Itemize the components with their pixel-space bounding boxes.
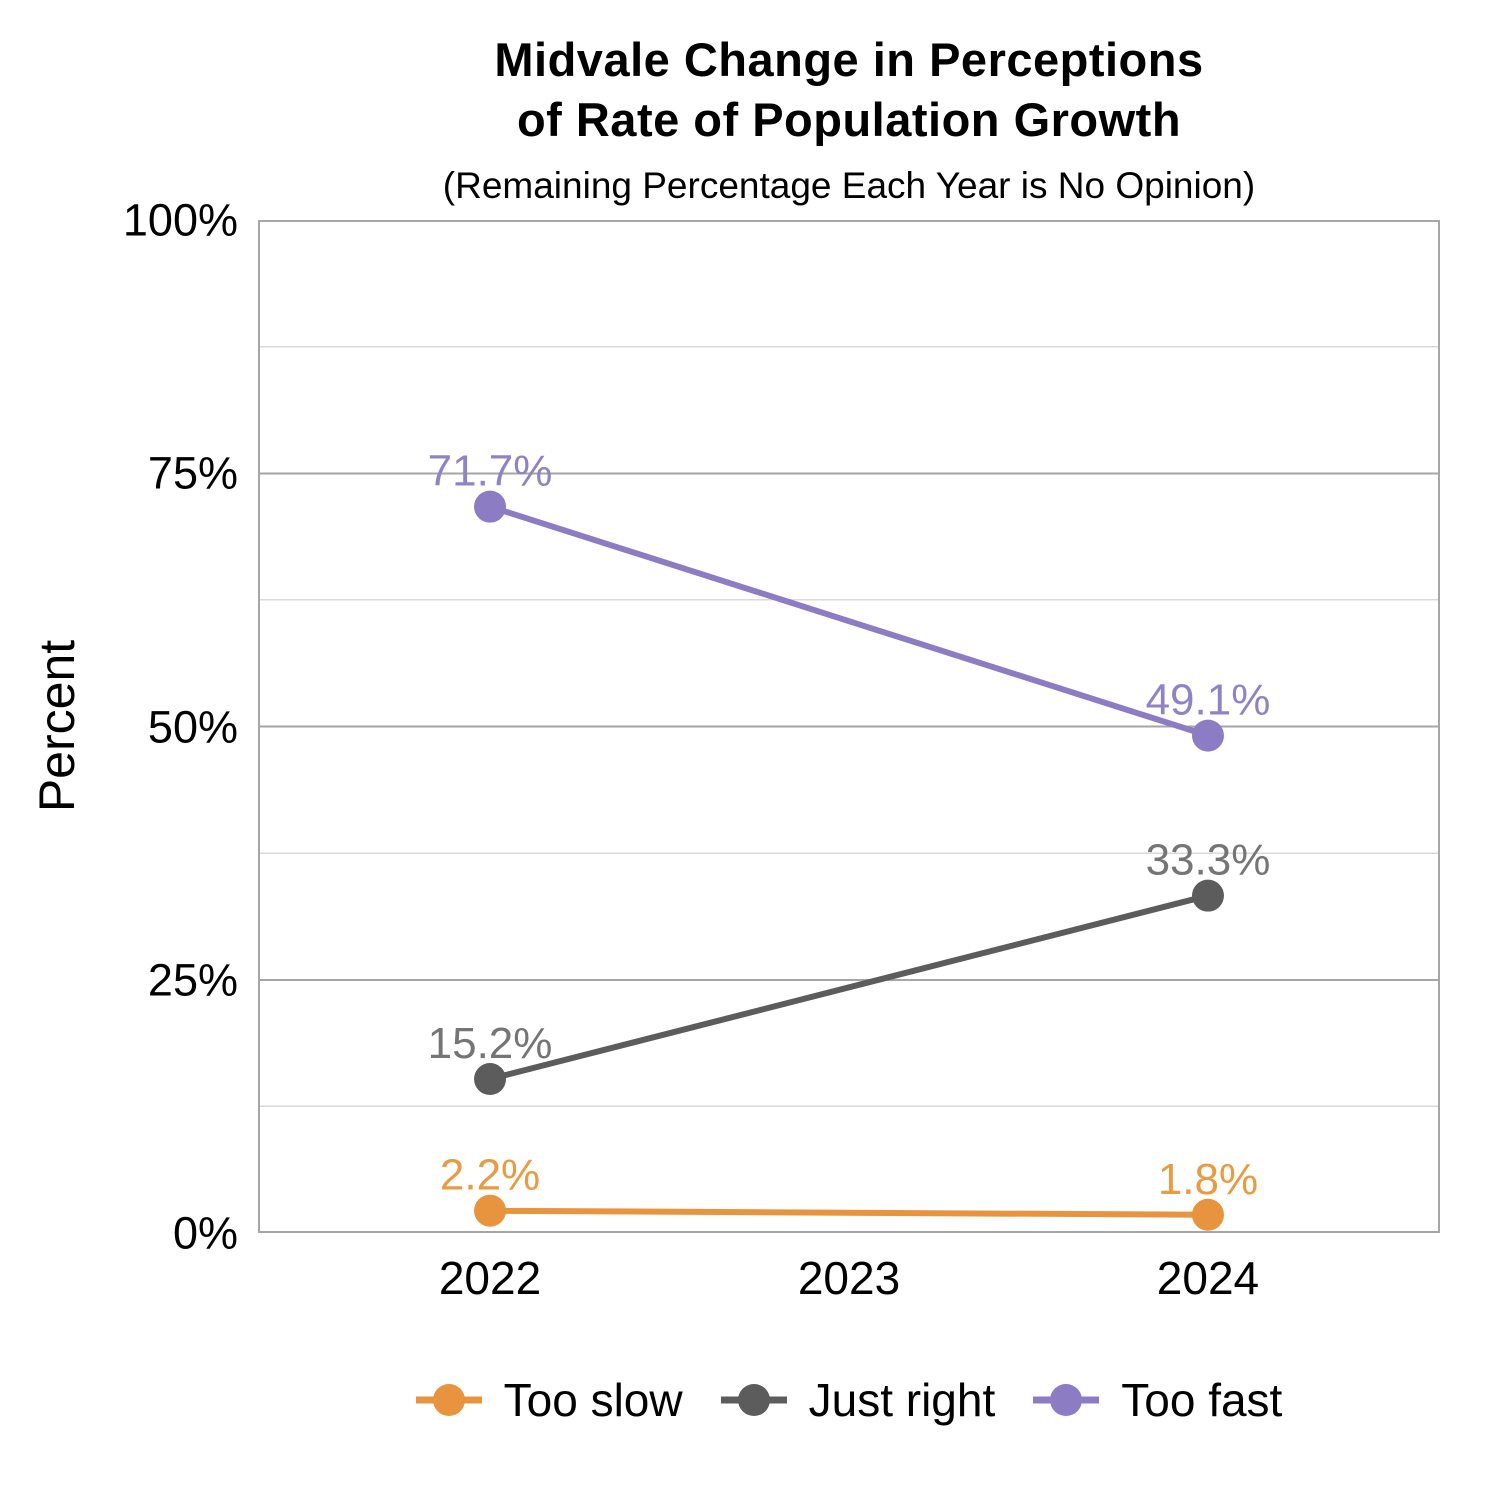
chart-heading: Midvale Change in Perceptions of Rate of… — [258, 30, 1440, 208]
data-point — [474, 1194, 507, 1227]
data-point — [1191, 879, 1224, 912]
legend-label: Too fast — [1121, 1374, 1283, 1426]
data-point — [1191, 719, 1224, 752]
data-point-label: 71.7% — [428, 447, 553, 496]
legend-label: Too slow — [503, 1374, 683, 1426]
data-point — [474, 1063, 507, 1096]
legend-marker-icon — [720, 1384, 787, 1416]
x-tick-label: 2023 — [797, 1252, 901, 1304]
data-point-label: 33.3% — [1146, 836, 1271, 885]
y-tick-label: 75% — [147, 447, 238, 499]
data-point-label: 15.2% — [428, 1019, 553, 1068]
data-point-label: 1.8% — [1158, 1155, 1258, 1204]
plot-area: 2.2% 1.8% 15.2% 33.3% 71.7% 49.1% — [258, 220, 1440, 1233]
chart-subtitle: (Remaining Percentage Each Year is No Op… — [442, 165, 1256, 206]
legend-label: Just right — [808, 1374, 996, 1426]
chart-canvas: 2.2% 1.8% 15.2% 33.3% 71.7% 49.1% — [258, 220, 1440, 1233]
legend-marker-icon — [415, 1384, 482, 1416]
x-tick-label: 2024 — [1156, 1252, 1260, 1304]
legend-item-too-fast: Too fast — [1033, 1372, 1282, 1428]
data-point-label: 49.1% — [1146, 676, 1271, 725]
y-tick-label: 0% — [172, 1207, 238, 1259]
data-point — [1191, 1198, 1224, 1231]
y-tick-label: 100% — [122, 194, 238, 246]
legend-marker-icon — [1033, 1384, 1100, 1416]
panel-border — [258, 220, 1440, 1233]
series-line-too-slow — [487, 1207, 1211, 1218]
y-tick-label: 50% — [147, 701, 238, 752]
x-tick-label: 2022 — [438, 1252, 542, 1304]
legend-item-just-right: Just right — [720, 1372, 996, 1428]
data-point — [474, 490, 507, 523]
series-line-too-fast — [487, 503, 1211, 739]
series-line-just-right — [487, 892, 1211, 1083]
data-point-label: 2.2% — [440, 1151, 540, 1200]
chart-title-line2: of Rate of Population Growth — [516, 93, 1182, 146]
chart-title-line1: Midvale Change in Perceptions — [494, 33, 1204, 86]
legend-item-too-slow: Too slow — [415, 1372, 683, 1428]
legend: Too slow Just right Too fast — [258, 1372, 1440, 1428]
y-tick-label: 25% — [147, 954, 238, 1006]
